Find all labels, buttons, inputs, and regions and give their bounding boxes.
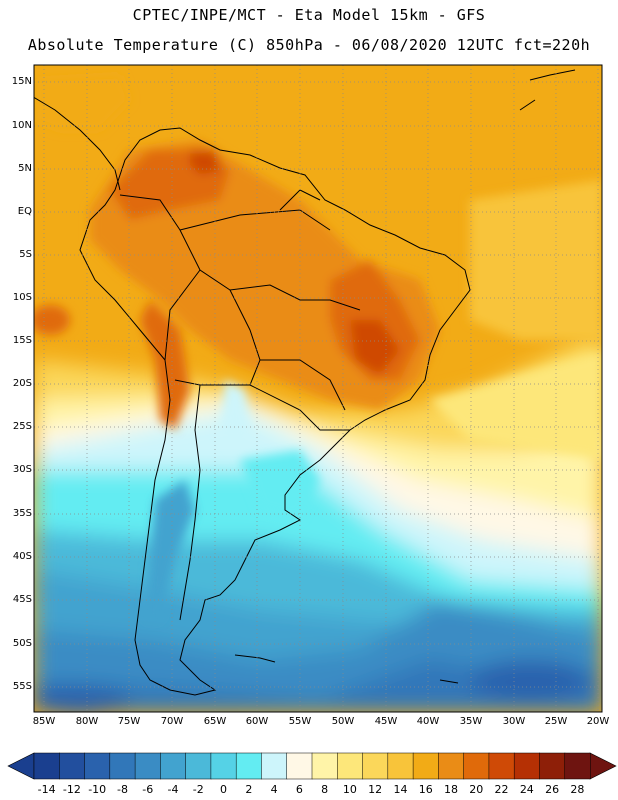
colorbar-swatch xyxy=(438,752,465,780)
colorbar-swatch xyxy=(210,752,237,780)
colorbar-label: 22 xyxy=(494,783,509,796)
lon-label: 60W xyxy=(245,716,269,727)
lat-label: 30S xyxy=(12,464,32,475)
colorbar-label: 16 xyxy=(418,783,433,796)
colorbar-swatch xyxy=(185,752,212,780)
colorbar-swatch xyxy=(59,752,86,780)
colorbar-swatch xyxy=(33,752,60,780)
lon-label: 75W xyxy=(117,716,141,727)
colorbar-swatch xyxy=(134,752,161,780)
colorbar-swatch xyxy=(513,752,540,780)
colorbar-swatch xyxy=(84,752,111,780)
lon-label: 40W xyxy=(416,716,440,727)
colorbar-swatch xyxy=(387,752,414,780)
lat-label: 55S xyxy=(12,681,32,692)
lat-label: 10S xyxy=(12,292,32,303)
colorbar-swatch xyxy=(412,752,439,780)
temperature-field xyxy=(34,65,602,712)
lat-label: 10N xyxy=(11,120,32,131)
title-line-1: CPTEC/INPE/MCT - Eta Model 15km - GFS xyxy=(132,6,486,24)
lat-label: 25S xyxy=(12,421,32,432)
colorbar-swatch xyxy=(286,752,313,780)
lon-label: 25W xyxy=(544,716,568,727)
colorbar-high-arrow xyxy=(589,752,617,780)
colorbar-low-arrow xyxy=(7,752,35,780)
colorbar-label: 28 xyxy=(570,783,585,796)
colorbar-label: 20 xyxy=(469,783,484,796)
colorbar-label: -8 xyxy=(116,783,128,796)
lat-label: 40S xyxy=(12,551,32,562)
colorbar-label: 26 xyxy=(545,783,560,796)
colorbar-label: -6 xyxy=(142,783,154,796)
colorbar-label: 8 xyxy=(321,783,329,796)
colorbar-swatch xyxy=(564,752,591,780)
lat-label: 50S xyxy=(12,638,32,649)
lon-label: 80W xyxy=(75,716,99,727)
lon-label: 20W xyxy=(586,716,610,727)
colorbar-label: -10 xyxy=(88,783,107,796)
colorbar-label: 2 xyxy=(245,783,253,796)
colorbar-swatch xyxy=(261,752,288,780)
colorbar-swatch xyxy=(160,752,187,780)
colorbar-swatch xyxy=(311,752,338,780)
colorbar-label: 6 xyxy=(295,783,303,796)
lat-label: 15N xyxy=(11,76,32,87)
colorbar-label: -4 xyxy=(167,783,179,796)
colorbar-swatch xyxy=(488,752,515,780)
lat-label: 5S xyxy=(19,249,32,260)
colorbar-swatch xyxy=(235,752,262,780)
colorbar-swatch xyxy=(463,752,490,780)
lat-label: EQ xyxy=(17,206,32,217)
colorbar-label: 24 xyxy=(519,783,534,796)
lon-label: 85W xyxy=(32,716,56,727)
lat-label: 35S xyxy=(12,508,32,519)
colorbar-label: 12 xyxy=(368,783,383,796)
map-frame xyxy=(33,64,603,713)
colorbar-label: 0 xyxy=(220,783,228,796)
coastlines xyxy=(34,69,576,696)
colorbar xyxy=(7,752,617,780)
lon-label: 35W xyxy=(459,716,483,727)
lat-label: 45S xyxy=(12,594,32,605)
lon-label: 30W xyxy=(502,716,526,727)
colorbar-label: -2 xyxy=(192,783,204,796)
colorbar-label: -14 xyxy=(37,783,56,796)
colorbar-label: 10 xyxy=(342,783,357,796)
colorbar-swatch xyxy=(337,752,364,780)
gridlines xyxy=(34,65,602,712)
lon-label: 70W xyxy=(160,716,184,727)
lon-label: 65W xyxy=(203,716,227,727)
colorbar-label: 4 xyxy=(270,783,278,796)
lon-label: 50W xyxy=(331,716,355,727)
title-line-2: Absolute Temperature (C) 850hPa - 06/08/… xyxy=(27,36,591,54)
colorbar-label: 18 xyxy=(444,783,458,796)
lat-label: 20S xyxy=(12,378,32,389)
lon-label: 45W xyxy=(374,716,398,727)
lat-label: 15S xyxy=(12,335,32,346)
colorbar-swatch xyxy=(109,752,136,780)
lon-label: 55W xyxy=(288,716,312,727)
colorbar-label: -12 xyxy=(62,783,81,796)
colorbar-swatch xyxy=(539,752,566,780)
colorbar-swatch xyxy=(362,752,389,780)
lat-label: 5N xyxy=(18,163,32,174)
colorbar-label: 14 xyxy=(393,783,408,796)
